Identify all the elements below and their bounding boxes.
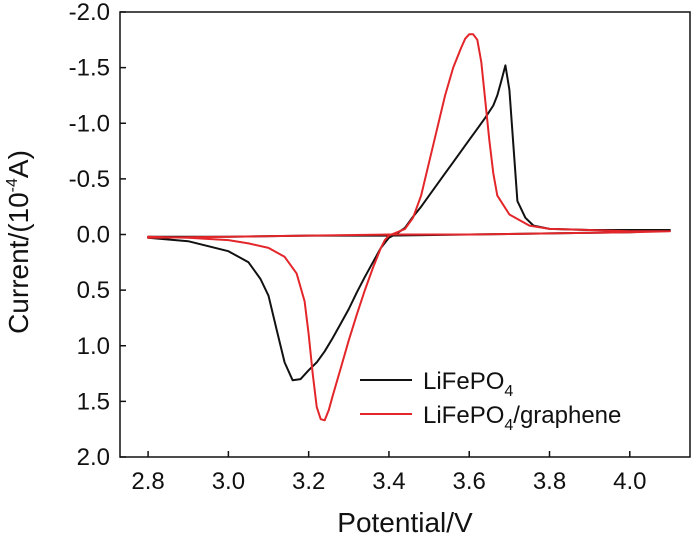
legend-label-graphene-subscript: 4	[504, 417, 513, 434]
series-line-lifepo4-graphene	[147, 33, 671, 422]
legend-label-graphene-main: LiFePO	[423, 402, 504, 429]
x-axis-label: Potential/V	[337, 507, 473, 538]
y-axis-label-unit: A)	[3, 150, 34, 178]
y-axis: -2.0 -1.5 -1.0 -0.5 0.0 0.5 1.0 1.5 2.0	[69, 0, 126, 471]
y-tick-label: 1.0	[77, 333, 110, 360]
x-tick-label: 3.6	[453, 468, 486, 495]
y-axis-label: Current/(10-4A)	[3, 150, 34, 334]
x-axis: 2.8 3.0 3.2 3.4 3.6 3.8 4.0	[131, 451, 646, 495]
legend-label-lifepo4-graphene: LiFePO4/graphene	[423, 402, 621, 434]
y-tick-label: -1.0	[69, 110, 110, 137]
y-tick-label: 0.0	[77, 222, 110, 249]
y-axis-label-main: Current/(10	[3, 192, 34, 334]
legend-label-lifepo4: LiFePO4	[423, 368, 513, 400]
legend-label-lifepo4-subscript: 4	[504, 383, 513, 400]
y-axis-label-exponent: -4	[4, 178, 21, 192]
y-tick-label: 2.0	[77, 444, 110, 471]
legend-label-graphene-suffix: /graphene	[513, 402, 621, 429]
x-tick-label: 3.4	[372, 468, 405, 495]
series-layer	[147, 33, 671, 422]
y-tick-label: 1.5	[77, 388, 110, 415]
y-tick-label: -2.0	[69, 0, 110, 26]
legend-label-lifepo4-main: LiFePO	[423, 368, 504, 395]
x-tick-label: 3.8	[533, 468, 566, 495]
y-tick-label: -0.5	[69, 166, 110, 193]
y-tick-label: -1.5	[69, 55, 110, 82]
x-tick-label: 3.2	[292, 468, 325, 495]
x-tick-label: 3.0	[212, 468, 245, 495]
x-tick-label: 2.8	[131, 468, 164, 495]
x-tick-label: 4.0	[613, 468, 646, 495]
y-tick-label: 0.5	[77, 277, 110, 304]
legend: LiFePO4 LiFePO4/graphene	[360, 368, 621, 434]
